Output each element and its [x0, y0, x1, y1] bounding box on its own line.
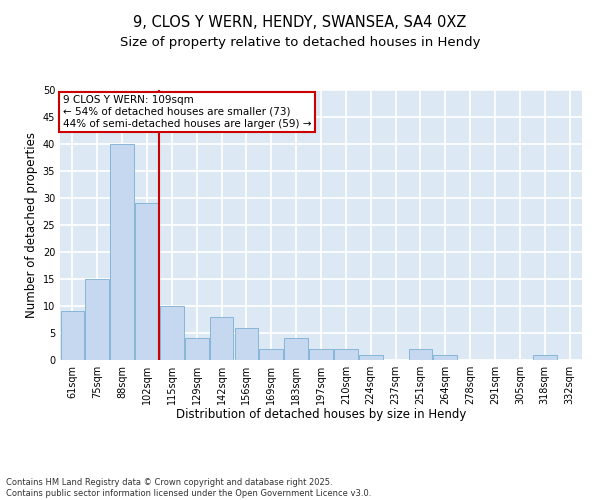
Bar	[433, 354, 457, 360]
X-axis label: Distribution of detached houses by size in Hendy: Distribution of detached houses by size …	[176, 408, 466, 422]
Bar	[409, 349, 432, 360]
Bar	[309, 349, 333, 360]
Bar	[61, 312, 84, 360]
Bar	[284, 338, 308, 360]
Text: 9 CLOS Y WERN: 109sqm
← 54% of detached houses are smaller (73)
44% of semi-deta: 9 CLOS Y WERN: 109sqm ← 54% of detached …	[62, 96, 311, 128]
Bar	[235, 328, 258, 360]
Bar	[135, 204, 159, 360]
Bar	[210, 317, 233, 360]
Text: 9, CLOS Y WERN, HENDY, SWANSEA, SA4 0XZ: 9, CLOS Y WERN, HENDY, SWANSEA, SA4 0XZ	[133, 15, 467, 30]
Bar	[85, 279, 109, 360]
Text: Size of property relative to detached houses in Hendy: Size of property relative to detached ho…	[120, 36, 480, 49]
Bar	[185, 338, 209, 360]
Bar	[533, 354, 557, 360]
Bar	[359, 354, 383, 360]
Bar	[160, 306, 184, 360]
Bar	[110, 144, 134, 360]
Bar	[334, 349, 358, 360]
Bar	[259, 349, 283, 360]
Y-axis label: Number of detached properties: Number of detached properties	[25, 132, 38, 318]
Text: Contains HM Land Registry data © Crown copyright and database right 2025.
Contai: Contains HM Land Registry data © Crown c…	[6, 478, 371, 498]
